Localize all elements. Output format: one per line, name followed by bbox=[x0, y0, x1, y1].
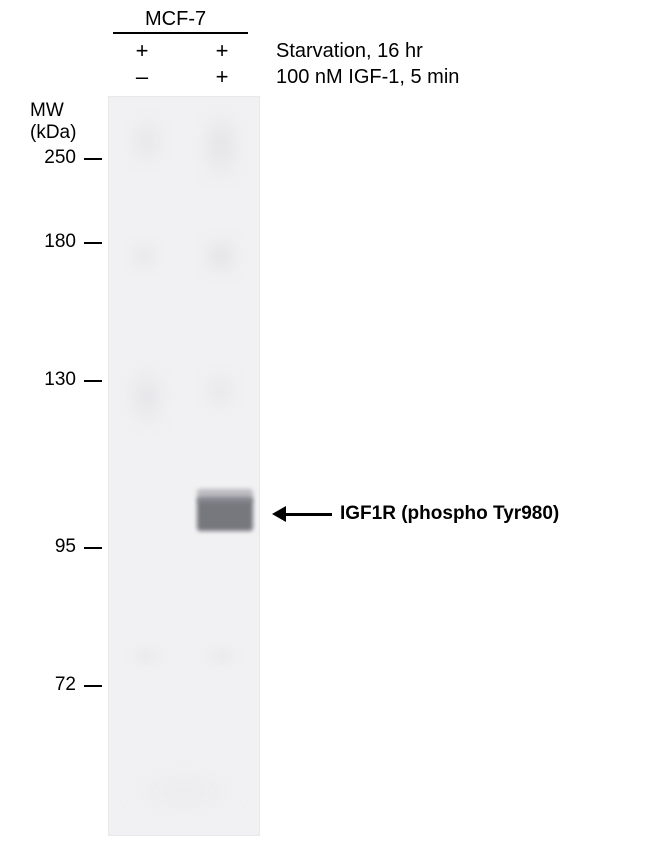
mw-tick-180 bbox=[84, 242, 102, 244]
western-blot-figure: MCF-7 ++Starvation, 16 hr–+100 nM IGF-1,… bbox=[0, 0, 650, 857]
mw-header-line2: (kDa) bbox=[30, 122, 76, 143]
blot-noise-5 bbox=[197, 366, 243, 416]
mw-marker-95: 95 bbox=[36, 536, 76, 558]
mw-marker-72: 72 bbox=[36, 674, 76, 696]
mw-tick-250 bbox=[84, 158, 102, 160]
treatment-1-lane-0-symbol: – bbox=[132, 64, 152, 90]
cell-line-label: MCF-7 bbox=[145, 8, 206, 31]
cell-line-bar bbox=[113, 32, 248, 34]
blot-membrane bbox=[108, 96, 260, 836]
blot-noise-1 bbox=[195, 106, 247, 186]
mw-tick-130 bbox=[84, 380, 102, 382]
mw-marker-130: 130 bbox=[36, 369, 76, 391]
blot-noise-8 bbox=[119, 761, 249, 821]
blot-noise-6 bbox=[125, 641, 167, 671]
blot-noise-7 bbox=[201, 641, 243, 671]
band-arrow-line bbox=[282, 513, 332, 516]
blot-noise-2 bbox=[197, 231, 245, 281]
mw-marker-250: 250 bbox=[36, 147, 76, 169]
blot-noise-4 bbox=[121, 361, 173, 433]
treatment-0-lane-1-symbol: + bbox=[212, 38, 232, 64]
treatment-1-lane-1-symbol: + bbox=[212, 64, 232, 90]
band-annotation-label: IGF1R (phospho Tyr980) bbox=[340, 503, 559, 525]
blot-band-1 bbox=[197, 489, 253, 503]
mw-marker-180: 180 bbox=[36, 231, 76, 253]
treatment-0-lane-0-symbol: + bbox=[132, 38, 152, 64]
blot-noise-0 bbox=[123, 111, 171, 171]
treatment-1-label: 100 nM IGF-1, 5 min bbox=[276, 66, 459, 89]
treatment-0-label: Starvation, 16 hr bbox=[276, 40, 423, 63]
mw-tick-95 bbox=[84, 547, 102, 549]
blot-noise-3 bbox=[123, 236, 165, 276]
mw-tick-72 bbox=[84, 685, 102, 687]
mw-header-line1: MW bbox=[30, 100, 64, 121]
mw-header: MW (kDa) bbox=[30, 100, 76, 144]
